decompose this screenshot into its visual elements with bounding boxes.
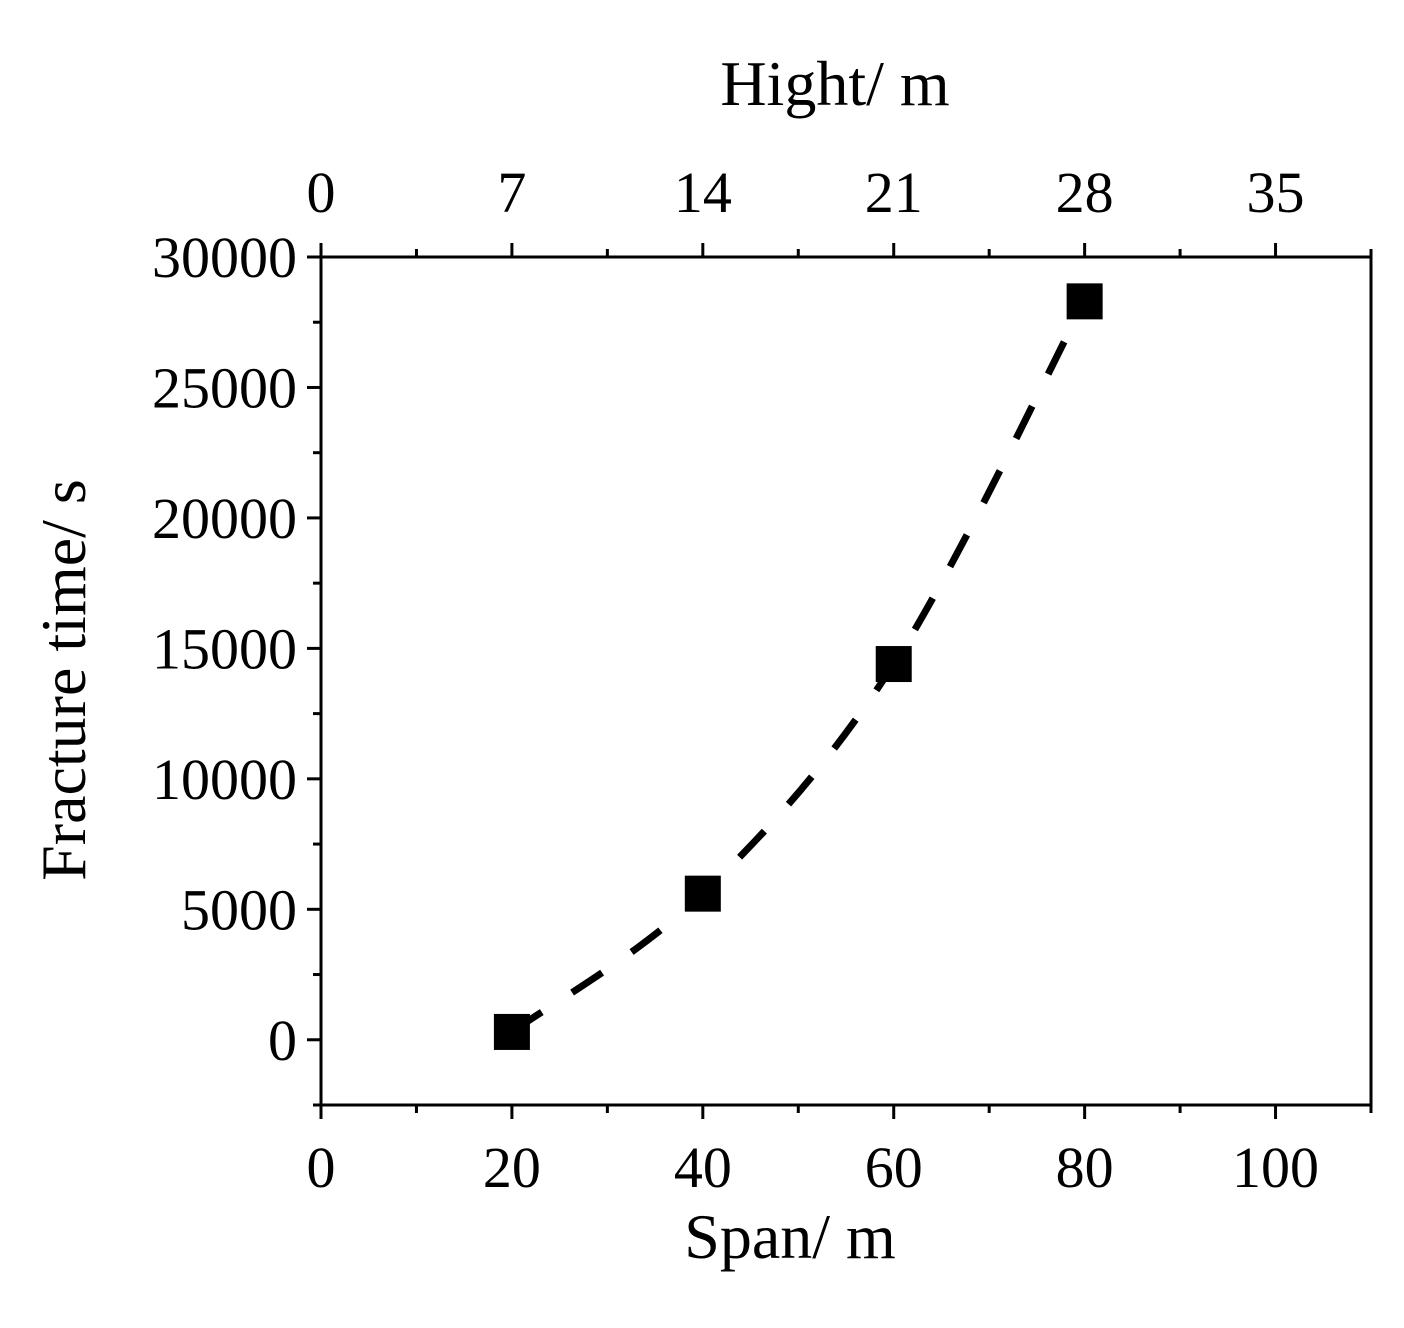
x2-tick-label: 14 — [674, 160, 732, 225]
y-tick-label: 15000 — [152, 616, 297, 681]
axis-tick-labels: 0 20 40 60 80 100 0 7 14 21 28 35 0 5000 10000 15000 200… — [152, 160, 1319, 1200]
data-point-square — [684, 875, 721, 912]
x-tick-label: 60 — [865, 1135, 923, 1200]
x2-axis-title: Hight/ m — [720, 48, 949, 119]
y-tick-label: 20000 — [152, 486, 297, 551]
x-tick-label: 80 — [1056, 1135, 1114, 1200]
dashed-fit-line — [509, 299, 1088, 1035]
y-tick-label: 25000 — [152, 355, 297, 420]
x2-tick-label: 0 — [307, 160, 336, 225]
data-markers — [493, 283, 1103, 1050]
y-tick-label: 5000 — [181, 877, 297, 942]
x-tick-label: 20 — [483, 1135, 541, 1200]
plot-frame — [319, 255, 1373, 1107]
data-point-square — [875, 646, 912, 683]
y-tick-label: 10000 — [152, 747, 297, 812]
y-tick-label: 0 — [268, 1008, 297, 1073]
x2-tick-label: 7 — [497, 160, 526, 225]
x-tick-label: 40 — [674, 1135, 732, 1200]
x-axis-title: Span/ m — [684, 1201, 896, 1272]
data-point-square — [493, 1013, 530, 1050]
x2-tick-label: 28 — [1056, 160, 1114, 225]
x2-tick-label: 21 — [865, 160, 923, 225]
x-tick-label: 100 — [1232, 1135, 1319, 1200]
axis-ticks — [307, 243, 1373, 1119]
y-axis-title: Fracture time/ s — [28, 479, 99, 881]
x2-tick-label: 35 — [1247, 160, 1305, 225]
x-tick-label: 0 — [307, 1135, 336, 1200]
y-tick-label: 30000 — [152, 225, 297, 290]
data-point-square — [1066, 283, 1103, 320]
